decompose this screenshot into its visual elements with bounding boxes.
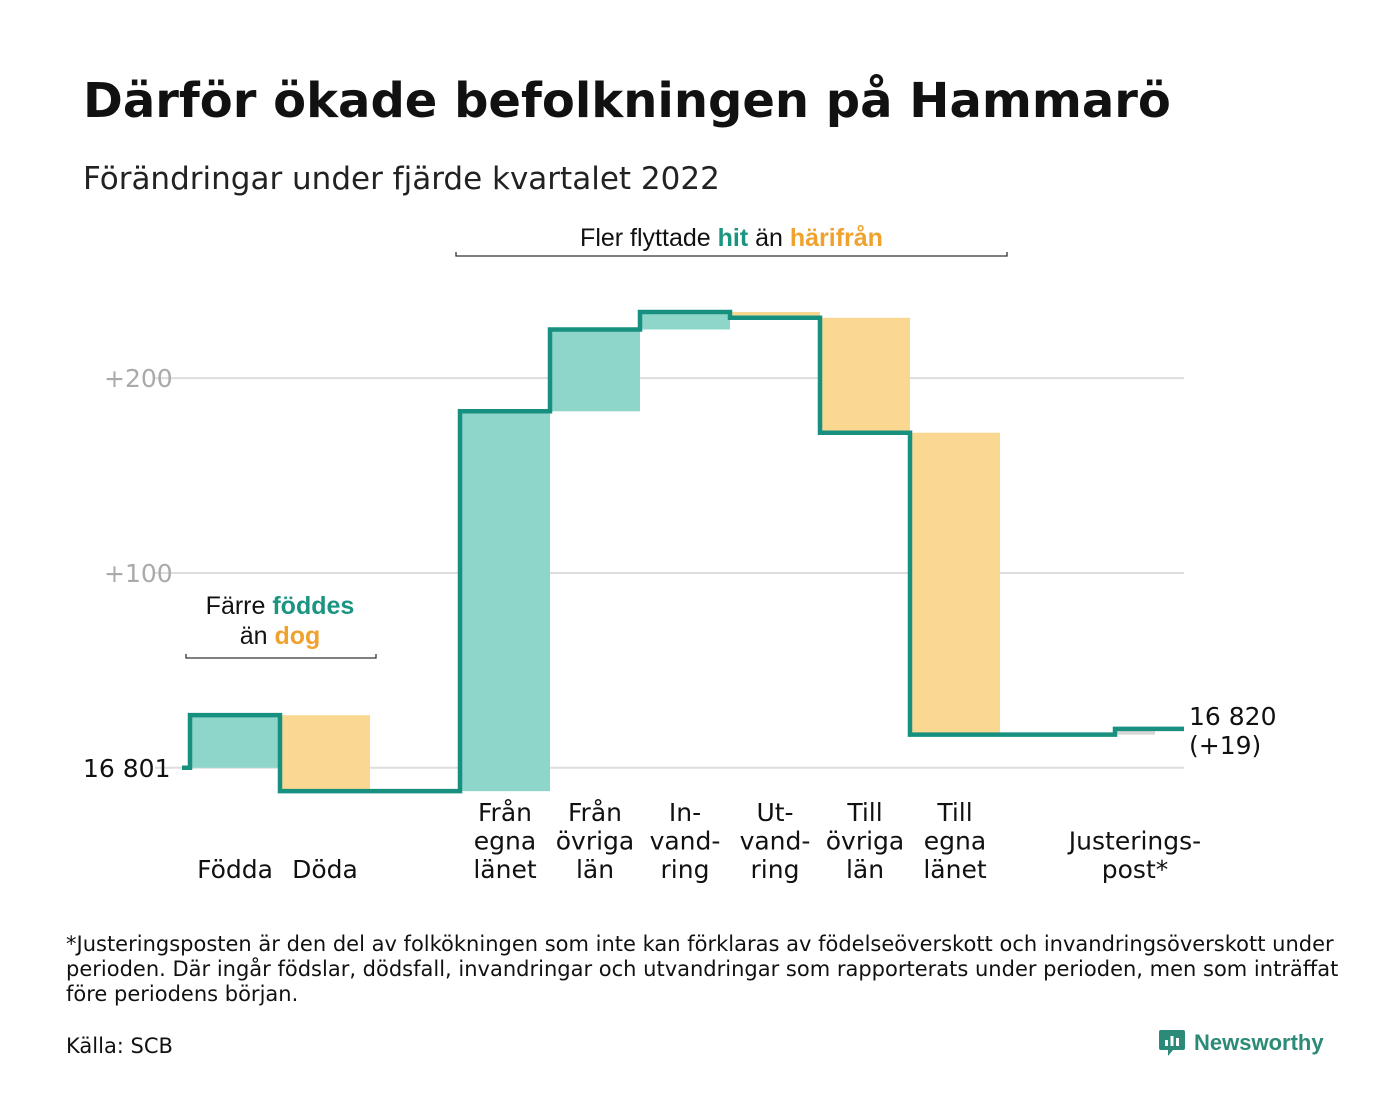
bar: [460, 411, 550, 792]
chart-subtitle: Förändringar under fjärde kvartalet 2022: [83, 161, 720, 197]
category-label: egna: [924, 827, 986, 856]
running-total-line: [182, 309, 1184, 794]
end-value-label: 16 820: [1189, 702, 1276, 731]
category-label: övriga: [556, 827, 635, 856]
bar: [280, 715, 370, 792]
y-tick-label: +200: [104, 364, 173, 393]
annotation-bracket: [455, 252, 1008, 257]
bar: [910, 432, 1000, 735]
annotation-text-decrease: härifrån: [790, 224, 883, 252]
bar: [1115, 728, 1155, 735]
brand-name: Newsworthy: [1194, 1030, 1324, 1055]
annotation-line: än dog: [240, 622, 321, 650]
annotation-line: Fler flyttade hit än härifrån: [580, 224, 883, 252]
running-total-step-line: [182, 309, 1184, 794]
annotation-text-plain: Färre: [206, 592, 273, 620]
bar: [190, 715, 280, 768]
bars: [190, 311, 1155, 792]
footnote: *Justeringsposten är den del av folkökni…: [66, 932, 1339, 1006]
category-label: Justerings-: [1067, 827, 1201, 856]
annotation-text-increase: föddes: [272, 592, 354, 620]
category-label: län: [576, 855, 614, 884]
annotation-text-plain: Fler flyttade: [580, 224, 718, 252]
category-label: länet: [473, 855, 536, 884]
category-label: ring: [661, 855, 710, 884]
category-label: ring: [751, 855, 800, 884]
end-change-label: (+19): [1189, 731, 1261, 760]
category-label: län: [846, 855, 884, 884]
annotation-text-increase: hit: [718, 224, 749, 252]
category-label: Till: [936, 798, 972, 827]
category-label: Döda: [292, 855, 358, 884]
annotation-text-decrease: dog: [274, 622, 320, 650]
category-label: post*: [1102, 855, 1169, 884]
category-label: egna: [474, 827, 536, 856]
category-label: In-: [669, 798, 701, 827]
category-label: övriga: [826, 827, 905, 856]
newsworthy-logo-icon: [1159, 1030, 1185, 1056]
y-tick-label: +100: [104, 559, 173, 588]
category-label: Till: [846, 798, 882, 827]
grid-lines: [155, 377, 1184, 769]
category-label: vand-: [740, 827, 811, 856]
bar: [550, 329, 640, 412]
category-label: vand-: [650, 827, 721, 856]
bar: [730, 311, 820, 318]
category-label: Födda: [197, 855, 273, 884]
category-label: Ut-: [756, 798, 793, 827]
brand-logo: Newsworthy: [1158, 1028, 1324, 1058]
category-label: länet: [923, 855, 986, 884]
category-label: Från: [568, 798, 622, 827]
source-note: Källa: SCB: [66, 1034, 173, 1058]
chart-title: Därför ökade befolkningen på Hammarö: [83, 73, 1171, 129]
bar: [640, 311, 730, 330]
bar: [820, 317, 910, 433]
annotation-bracket: [185, 654, 377, 659]
annotation-text-plain: än: [240, 622, 275, 650]
annotation-line: Färre föddes: [206, 592, 355, 620]
category-label: Från: [478, 798, 532, 827]
annotation-text-plain: än: [748, 224, 790, 252]
start-value-label: 16 801: [83, 754, 170, 783]
